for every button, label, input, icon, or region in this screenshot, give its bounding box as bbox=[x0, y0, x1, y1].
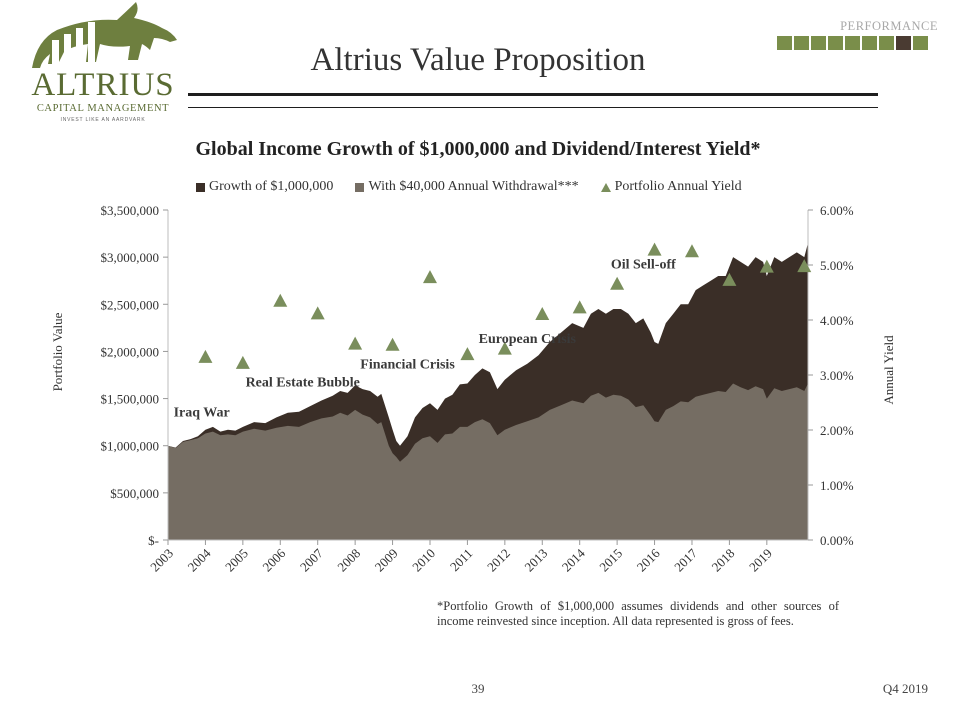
y2-tick-label: 1.00% bbox=[820, 478, 854, 493]
yield-point bbox=[422, 270, 437, 284]
x-tick-label: 2009 bbox=[372, 546, 401, 575]
legend-item-yield: Portfolio Annual Yield bbox=[600, 179, 742, 195]
y2-tick-label: 6.00% bbox=[820, 203, 854, 218]
page-number: 39 bbox=[471, 681, 485, 696]
yield-point bbox=[497, 341, 512, 355]
yield-point bbox=[759, 259, 774, 273]
x-tick-label: 2016 bbox=[634, 545, 663, 574]
y2-tick-label: 3.00% bbox=[820, 368, 854, 383]
y-tick-label: $500,000 bbox=[110, 486, 159, 501]
y2-tick-label: 2.00% bbox=[820, 423, 854, 438]
x-tick-label: 2005 bbox=[222, 546, 251, 575]
logo-wordmark: ALTRIUS bbox=[31, 67, 175, 103]
title-rule-thin bbox=[188, 107, 878, 108]
progress-segment bbox=[879, 36, 894, 50]
yield-point bbox=[647, 242, 662, 256]
legend-item-withdrawal: With $40,000 Annual Withdrawal*** bbox=[355, 179, 579, 195]
yield-point bbox=[385, 337, 400, 351]
x-tick-label: 2008 bbox=[334, 546, 363, 575]
legend-label-growth: Growth of $1,000,000 bbox=[209, 179, 334, 194]
yield-point bbox=[572, 300, 587, 314]
y2-tick-label: 0.00% bbox=[820, 533, 854, 548]
logo-subtitle: CAPITAL MANAGEMENT bbox=[36, 103, 170, 114]
yield-point bbox=[235, 355, 250, 369]
x-tick-label: 2014 bbox=[559, 545, 588, 574]
y-tick-label: $2,500,000 bbox=[101, 297, 160, 312]
legend-item-growth: Growth of $1,000,000 bbox=[196, 179, 333, 195]
x-tick-label: 2017 bbox=[671, 545, 700, 574]
event-annotation: Financial Crisis bbox=[360, 357, 455, 372]
company-logo: ALTRIUS CAPITAL MANAGEMENT INVEST LIKE A… bbox=[12, 0, 182, 125]
progress-segment bbox=[862, 36, 877, 50]
y2-tick-label: 5.00% bbox=[820, 258, 854, 273]
progress-segment bbox=[845, 36, 860, 50]
x-tick-label: 2013 bbox=[521, 546, 550, 575]
legend-label-withdrawal: With $40,000 Annual Withdrawal*** bbox=[368, 179, 579, 194]
yield-point bbox=[460, 347, 475, 361]
yield-point bbox=[348, 336, 363, 350]
x-tick-label: 2006 bbox=[259, 545, 288, 574]
x-tick-label: 2011 bbox=[447, 546, 476, 575]
legend-label-yield: Portfolio Annual Yield bbox=[614, 179, 742, 194]
legend-swatch-growth bbox=[196, 182, 205, 192]
x-tick-label: 2003 bbox=[147, 546, 176, 575]
y-tick-label: $3,500,000 bbox=[101, 203, 160, 218]
chart-legend: Growth of $1,000,000 With $40,000 Annual… bbox=[196, 179, 742, 195]
title-rule-thick bbox=[188, 93, 878, 96]
event-annotation: European Crisis bbox=[479, 332, 577, 347]
footnote: *Portfolio Growth of $1,000,000 assumes … bbox=[437, 599, 839, 628]
withdrawal-area-series bbox=[168, 383, 808, 540]
quarter-label: Q4 2019 bbox=[882, 681, 928, 696]
y-axis-title: Portfolio Value bbox=[50, 312, 65, 391]
legend-triangle-icon bbox=[600, 182, 611, 192]
chart-title: Global Income Growth of $1,000,000 and D… bbox=[195, 138, 761, 160]
yield-point bbox=[310, 306, 325, 320]
event-annotation: Oil Sell-off bbox=[611, 257, 676, 272]
y-tick-label: $1,500,000 bbox=[101, 392, 160, 407]
y-tick-label: $1,000,000 bbox=[101, 439, 160, 454]
yield-point bbox=[610, 276, 625, 290]
x-tick-label: 2018 bbox=[709, 546, 738, 575]
yield-point bbox=[535, 306, 550, 320]
x-tick-label: 2019 bbox=[746, 546, 775, 575]
yield-point bbox=[684, 244, 699, 258]
legend-swatch-withdrawal bbox=[355, 182, 365, 192]
y2-axis-title: Annual Yield bbox=[881, 335, 896, 405]
progress-segment bbox=[828, 36, 843, 50]
x-tick-label: 2010 bbox=[409, 546, 438, 575]
page-title: Altrius Value Proposition bbox=[310, 42, 646, 78]
y-tick-label: $2,000,000 bbox=[101, 344, 160, 359]
yield-point bbox=[198, 349, 213, 363]
y-tick-label: $3,000,000 bbox=[101, 250, 160, 265]
progress-segment bbox=[811, 36, 826, 50]
y2-tick-label: 4.00% bbox=[820, 313, 854, 328]
progress-segment bbox=[896, 36, 911, 50]
event-annotation: Iraq War bbox=[174, 405, 230, 420]
x-tick-label: 2015 bbox=[596, 546, 625, 575]
x-tick-label: 2007 bbox=[297, 545, 326, 574]
progress-segment bbox=[777, 36, 792, 50]
progress-segment bbox=[913, 36, 928, 50]
x-tick-label: 2012 bbox=[484, 546, 513, 575]
progress-segment bbox=[794, 36, 809, 50]
logo-tagline: INVEST LIKE AN AARDVARK bbox=[60, 117, 146, 123]
yield-point bbox=[722, 272, 737, 286]
yield-point bbox=[273, 293, 288, 307]
event-annotation: Real Estate Bubble bbox=[246, 375, 360, 390]
yield-point bbox=[797, 259, 812, 273]
section-progress-indicator bbox=[777, 36, 928, 50]
aardvark-logo-icon bbox=[32, 2, 177, 68]
x-tick-label: 2004 bbox=[185, 545, 214, 574]
y-tick-label: $- bbox=[148, 533, 159, 548]
section-label: PERFORMANCE bbox=[840, 19, 938, 33]
